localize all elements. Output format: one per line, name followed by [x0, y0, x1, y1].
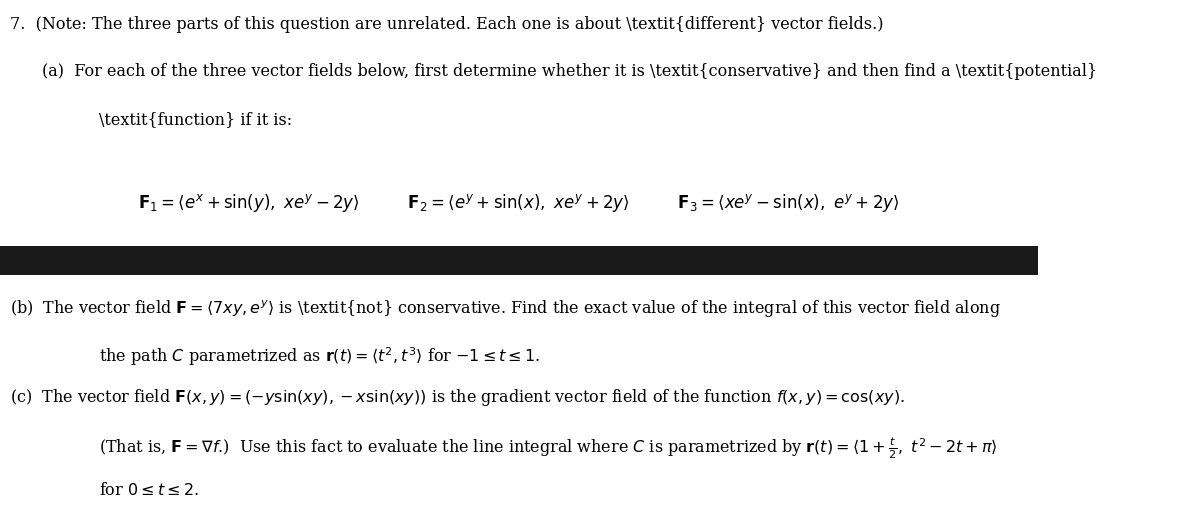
Text: for $0 \leq t \leq 2$.: for $0 \leq t \leq 2$.: [98, 482, 198, 499]
Text: (a)  For each of the three vector fields below, first determine whether it is \t: (a) For each of the three vector fields …: [42, 63, 1097, 80]
FancyBboxPatch shape: [0, 247, 1038, 275]
Text: 7.  (Note: The three parts of this question are unrelated. Each one is about \te: 7. (Note: The three parts of this questi…: [11, 16, 884, 33]
Text: (b)  The vector field $\mathbf{F} = \langle 7xy, e^y\rangle$ is \textit{not} con: (b) The vector field $\mathbf{F} = \lang…: [11, 298, 1001, 319]
Text: (That is, $\mathbf{F} = \nabla f$.)  Use this fact to evaluate the line integral: (That is, $\mathbf{F} = \nabla f$.) Use …: [98, 435, 997, 461]
Text: \textit{function} if it is:: \textit{function} if it is:: [98, 111, 292, 128]
Text: the path $C$ parametrized as $\mathbf{r}(t) = \langle t^2, t^3\rangle$ for $-1 \: the path $C$ parametrized as $\mathbf{r}…: [98, 345, 540, 368]
Text: (c)  The vector field $\mathbf{F}(x, y) = (-y\sin(xy), -x\sin(xy))$ is the gradi: (c) The vector field $\mathbf{F}(x, y) =…: [11, 387, 905, 408]
Text: $\mathbf{F}_1 = \langle e^x + \sin(y),\ xe^y - 2y\rangle$$\qquad\quad$$\mathbf{F: $\mathbf{F}_1 = \langle e^x + \sin(y),\ …: [138, 192, 900, 214]
